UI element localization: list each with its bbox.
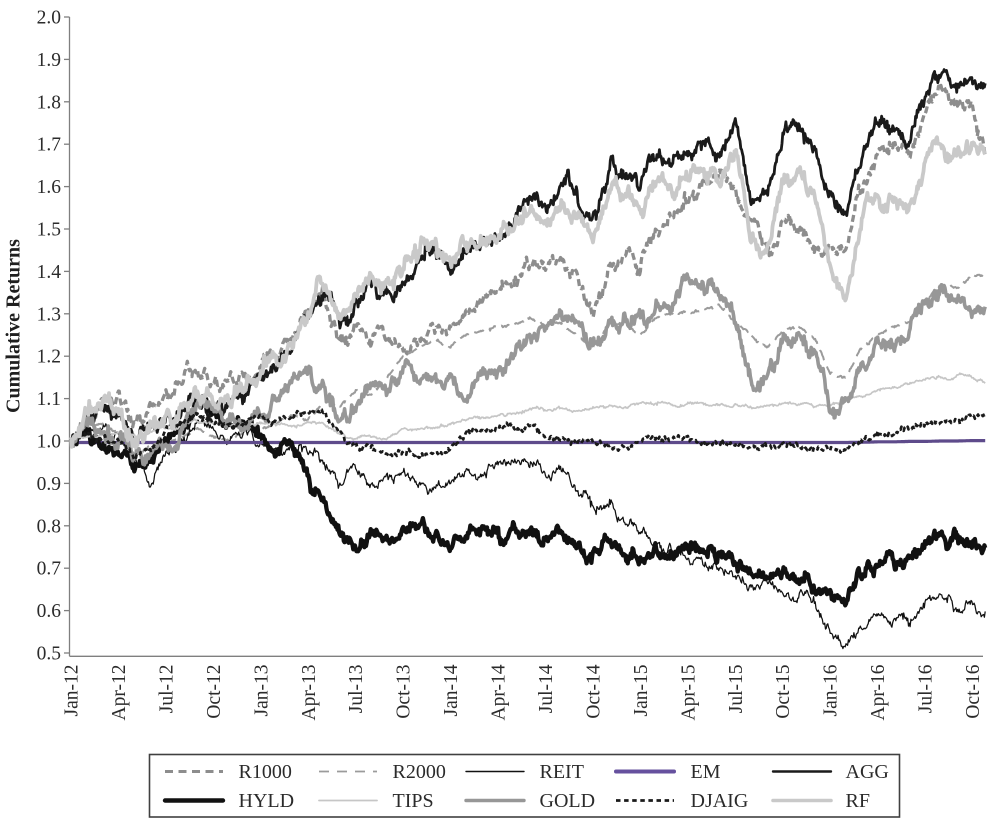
svg-text:Oct-16: Oct-16 (963, 664, 984, 718)
svg-text:Jul-13: Jul-13 (346, 665, 367, 714)
svg-text:Cumulative Returns: Cumulative Returns (3, 239, 25, 413)
svg-text:1.9: 1.9 (37, 50, 61, 71)
svg-text:EM: EM (691, 761, 721, 783)
svg-text:1.8: 1.8 (37, 92, 61, 113)
svg-text:Jan-12: Jan-12 (62, 665, 83, 717)
svg-text:R2000: R2000 (393, 761, 446, 783)
svg-text:GOLD: GOLD (540, 790, 596, 812)
svg-text:DJAIG: DJAIG (691, 790, 749, 812)
svg-text:REIT: REIT (540, 761, 584, 783)
svg-text:1.6: 1.6 (37, 177, 62, 198)
svg-text:1.5: 1.5 (37, 220, 61, 241)
svg-text:0.6: 0.6 (37, 601, 62, 622)
svg-text:0.9: 0.9 (37, 474, 61, 495)
svg-text:Oct-15: Oct-15 (773, 665, 794, 719)
svg-text:Apr-16: Apr-16 (868, 664, 889, 720)
svg-text:1.3: 1.3 (37, 304, 61, 325)
svg-text:Oct-14: Oct-14 (584, 664, 605, 718)
svg-text:Apr-13: Apr-13 (299, 665, 320, 721)
svg-text:1.7: 1.7 (37, 135, 62, 156)
svg-text:Jan-15: Jan-15 (631, 665, 652, 717)
svg-text:R1000: R1000 (239, 761, 292, 783)
svg-text:Apr-12: Apr-12 (109, 665, 130, 721)
svg-text:Apr-14: Apr-14 (489, 664, 510, 720)
svg-text:1.4: 1.4 (37, 262, 62, 283)
svg-text:Jul-12: Jul-12 (156, 665, 177, 714)
svg-text:Oct-13: Oct-13 (394, 665, 415, 719)
svg-text:AGG: AGG (846, 761, 889, 783)
svg-text:Jan-14: Jan-14 (441, 664, 462, 716)
svg-text:RF: RF (846, 790, 870, 812)
svg-text:Jan-13: Jan-13 (251, 665, 272, 717)
svg-text:TIPS: TIPS (393, 790, 434, 812)
svg-text:HYLD: HYLD (239, 790, 295, 812)
svg-text:Jul-16: Jul-16 (916, 664, 937, 713)
svg-text:1.1: 1.1 (37, 389, 61, 410)
svg-text:1.0: 1.0 (37, 432, 61, 453)
svg-text:Oct-12: Oct-12 (204, 665, 225, 719)
svg-text:Apr-15: Apr-15 (678, 665, 699, 721)
svg-text:0.5: 0.5 (37, 644, 61, 665)
svg-text:Jul-14: Jul-14 (536, 664, 557, 713)
svg-text:1.2: 1.2 (37, 347, 61, 368)
svg-text:Jan-16: Jan-16 (821, 664, 842, 716)
svg-text:0.7: 0.7 (37, 559, 62, 580)
svg-text:0.8: 0.8 (37, 516, 61, 537)
svg-text:Jul-15: Jul-15 (726, 665, 747, 714)
svg-text:2.0: 2.0 (37, 8, 61, 29)
